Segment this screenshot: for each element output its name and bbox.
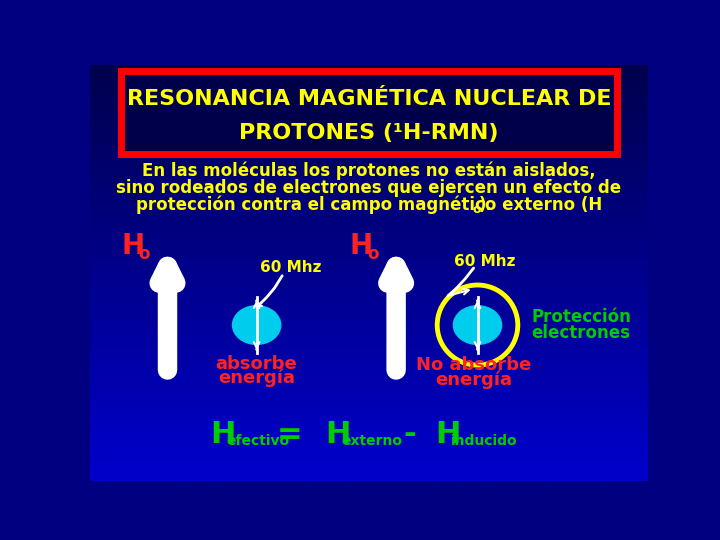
Text: o: o [367,245,379,263]
Ellipse shape [232,305,282,345]
Text: sino rodeados de electrones que ejercen un efecto de: sino rodeados de electrones que ejercen … [117,179,621,197]
Text: energía: energía [218,369,295,387]
Text: externo: externo [341,434,402,448]
FancyBboxPatch shape [121,71,617,154]
Text: RESONANCIA MAGNÉTICA NUCLEAR DE: RESONANCIA MAGNÉTICA NUCLEAR DE [127,90,611,110]
Text: o: o [138,245,150,263]
Text: electrones: electrones [532,324,631,342]
Text: No absorbe: No absorbe [416,356,531,374]
Text: efectivo: efectivo [226,434,289,448]
Text: protección contra el campo magnético externo (H: protección contra el campo magnético ext… [136,195,602,214]
Text: En las moléculas los protones no están aislados,: En las moléculas los protones no están a… [142,162,596,180]
Text: =: = [277,420,303,449]
Text: PROTONES (¹H-RMN): PROTONES (¹H-RMN) [239,123,499,143]
Text: 60 Mhz: 60 Mhz [454,254,516,268]
Text: absorbe: absorbe [216,355,297,373]
Text: o: o [473,203,482,216]
Text: H: H [210,420,235,449]
Text: ).: ). [479,196,493,214]
Text: H: H [325,420,350,449]
Text: inducido: inducido [451,434,518,448]
Text: H: H [121,232,144,260]
Text: H: H [435,420,460,449]
Text: H: H [350,232,373,260]
Text: -: - [403,420,415,449]
Text: 60 Mhz: 60 Mhz [261,260,322,275]
Ellipse shape [453,305,503,345]
Text: Protección: Protección [532,308,631,326]
Text: energía: energía [435,370,512,389]
